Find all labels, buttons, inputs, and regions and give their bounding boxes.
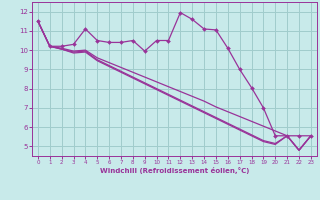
- X-axis label: Windchill (Refroidissement éolien,°C): Windchill (Refroidissement éolien,°C): [100, 167, 249, 174]
